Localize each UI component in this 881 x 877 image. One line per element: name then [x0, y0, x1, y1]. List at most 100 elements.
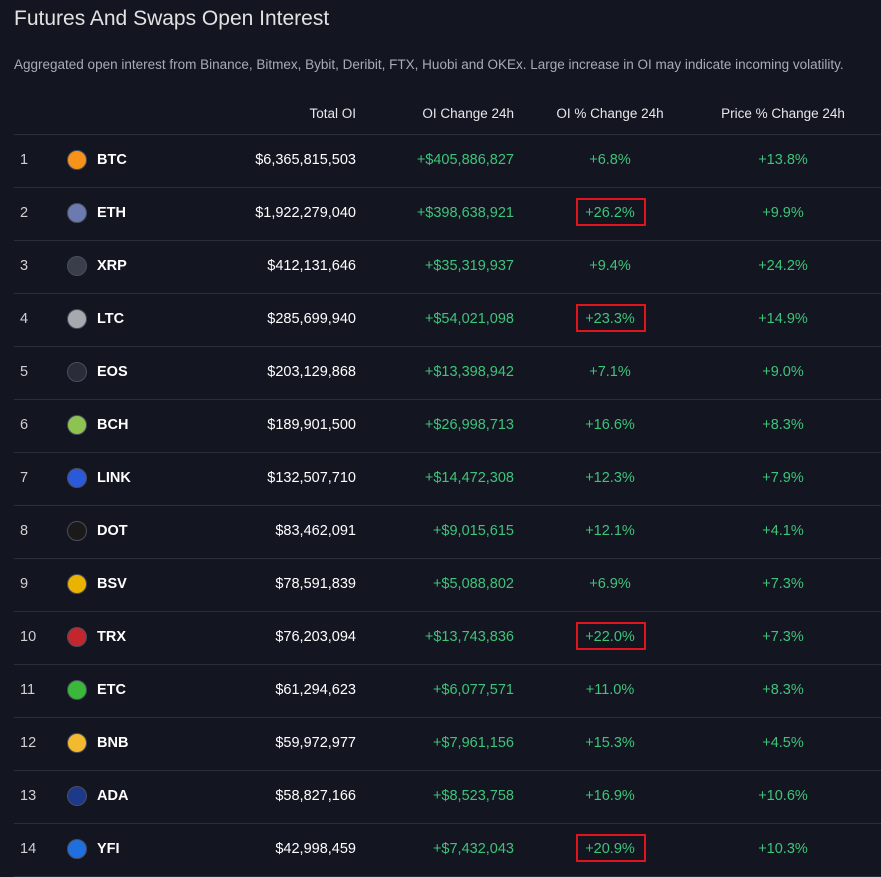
total-oi: $58,827,166 — [275, 788, 356, 804]
coin-icon — [67, 468, 87, 488]
total-oi: $285,699,940 — [267, 311, 356, 327]
oi-pct-change: +23.3% — [585, 311, 635, 327]
rank: 1 — [20, 152, 29, 168]
total-oi: $83,462,091 — [275, 523, 356, 539]
row-divider — [14, 346, 881, 347]
row-divider — [14, 240, 881, 241]
row-divider — [14, 293, 881, 294]
rank: 8 — [20, 523, 29, 539]
total-oi: $6,365,815,503 — [255, 152, 356, 168]
row-divider — [14, 611, 881, 612]
price-pct-change: +7.3% — [762, 576, 804, 592]
coin-icon — [67, 415, 87, 435]
total-oi: $76,203,094 — [275, 629, 356, 645]
oi-change: +$54,021,098 — [424, 311, 514, 327]
oi-pct-change: +11.0% — [585, 682, 635, 698]
coin-icon — [67, 150, 87, 170]
coin-symbol[interactable]: YFI — [97, 841, 120, 857]
price-pct-change: +24.2% — [758, 258, 808, 274]
row-divider — [14, 823, 881, 824]
price-pct-change: +8.3% — [762, 682, 804, 698]
rank: 4 — [20, 311, 29, 327]
coin-symbol[interactable]: DOT — [97, 523, 128, 539]
row-divider — [14, 399, 881, 400]
coin-symbol[interactable]: TRX — [97, 629, 126, 645]
oi-change: +$9,015,615 — [432, 523, 514, 539]
total-oi: $203,129,868 — [267, 364, 356, 380]
price-pct-change: +10.6% — [758, 788, 808, 804]
price-pct-change: +14.9% — [758, 311, 808, 327]
price-pct-change: +10.3% — [758, 841, 808, 857]
rank: 10 — [20, 629, 37, 645]
row-divider — [14, 770, 881, 771]
column-header[interactable]: Total OI — [309, 106, 356, 121]
row-divider — [14, 558, 881, 559]
total-oi: $132,507,710 — [267, 470, 356, 486]
rank: 13 — [20, 788, 37, 804]
oi-change: +$5,088,802 — [432, 576, 514, 592]
coin-symbol[interactable]: ADA — [97, 788, 129, 804]
row-divider — [14, 452, 881, 453]
price-pct-change: +4.5% — [762, 735, 804, 751]
page-subtitle: Aggregated open interest from Binance, B… — [14, 57, 844, 72]
oi-change: +$7,432,043 — [432, 841, 514, 857]
oi-change: +$13,398,942 — [424, 364, 514, 380]
oi-change: +$13,743,836 — [424, 629, 514, 645]
oi-pct-change: +16.6% — [585, 417, 635, 433]
price-pct-change: +7.9% — [762, 470, 804, 486]
rank: 14 — [20, 841, 37, 857]
coin-symbol[interactable]: LTC — [97, 311, 125, 327]
coin-icon — [67, 203, 87, 223]
oi-change: +$7,961,156 — [432, 735, 514, 751]
coin-icon — [67, 839, 87, 859]
price-pct-change: +13.8% — [758, 152, 808, 168]
header-divider — [14, 134, 881, 135]
column-header[interactable]: Price % Change 24h — [721, 106, 845, 121]
page-title: Futures And Swaps Open Interest — [14, 7, 330, 30]
coin-icon — [67, 256, 87, 276]
coin-symbol[interactable]: BTC — [97, 152, 127, 168]
coin-icon — [67, 521, 87, 541]
rank: 12 — [20, 735, 37, 751]
highlight-box — [576, 304, 646, 332]
highlight-box — [576, 622, 646, 650]
oi-change: +$14,472,308 — [424, 470, 514, 486]
total-oi: $78,591,839 — [275, 576, 356, 592]
oi-change: +$398,638,921 — [416, 205, 514, 221]
rank: 6 — [20, 417, 29, 433]
oi-pct-change: +7.1% — [589, 364, 631, 380]
oi-change: +$26,998,713 — [424, 417, 514, 433]
total-oi: $1,922,279,040 — [255, 205, 356, 221]
rank: 11 — [20, 682, 36, 698]
row-divider — [14, 187, 881, 188]
coin-symbol[interactable]: ETH — [97, 205, 126, 221]
coin-symbol[interactable]: BNB — [97, 735, 129, 751]
oi-pct-change: +15.3% — [585, 735, 635, 751]
coin-icon — [67, 574, 87, 594]
total-oi: $42,998,459 — [275, 841, 356, 857]
highlight-box — [576, 834, 646, 862]
row-divider — [14, 717, 881, 718]
coin-symbol[interactable]: EOS — [97, 364, 128, 380]
column-header[interactable]: OI Change 24h — [422, 106, 514, 121]
highlight-box — [576, 198, 646, 226]
rank: 5 — [20, 364, 29, 380]
coin-icon — [67, 733, 87, 753]
coin-symbol[interactable]: BSV — [97, 576, 127, 592]
coin-symbol[interactable]: XRP — [97, 258, 127, 274]
rank: 3 — [20, 258, 29, 274]
coin-symbol[interactable]: LINK — [97, 470, 131, 486]
total-oi: $412,131,646 — [267, 258, 356, 274]
row-divider — [14, 664, 881, 665]
coin-icon — [67, 627, 87, 647]
coin-symbol[interactable]: ETC — [97, 682, 126, 698]
column-header[interactable]: OI % Change 24h — [556, 106, 664, 121]
oi-pct-change: +12.3% — [585, 470, 635, 486]
oi-change: +$8,523,758 — [432, 788, 514, 804]
coin-symbol[interactable]: BCH — [97, 417, 129, 433]
total-oi: $189,901,500 — [267, 417, 356, 433]
oi-change: +$35,319,937 — [424, 258, 514, 274]
coin-icon — [67, 362, 87, 382]
price-pct-change: +9.0% — [762, 364, 804, 380]
